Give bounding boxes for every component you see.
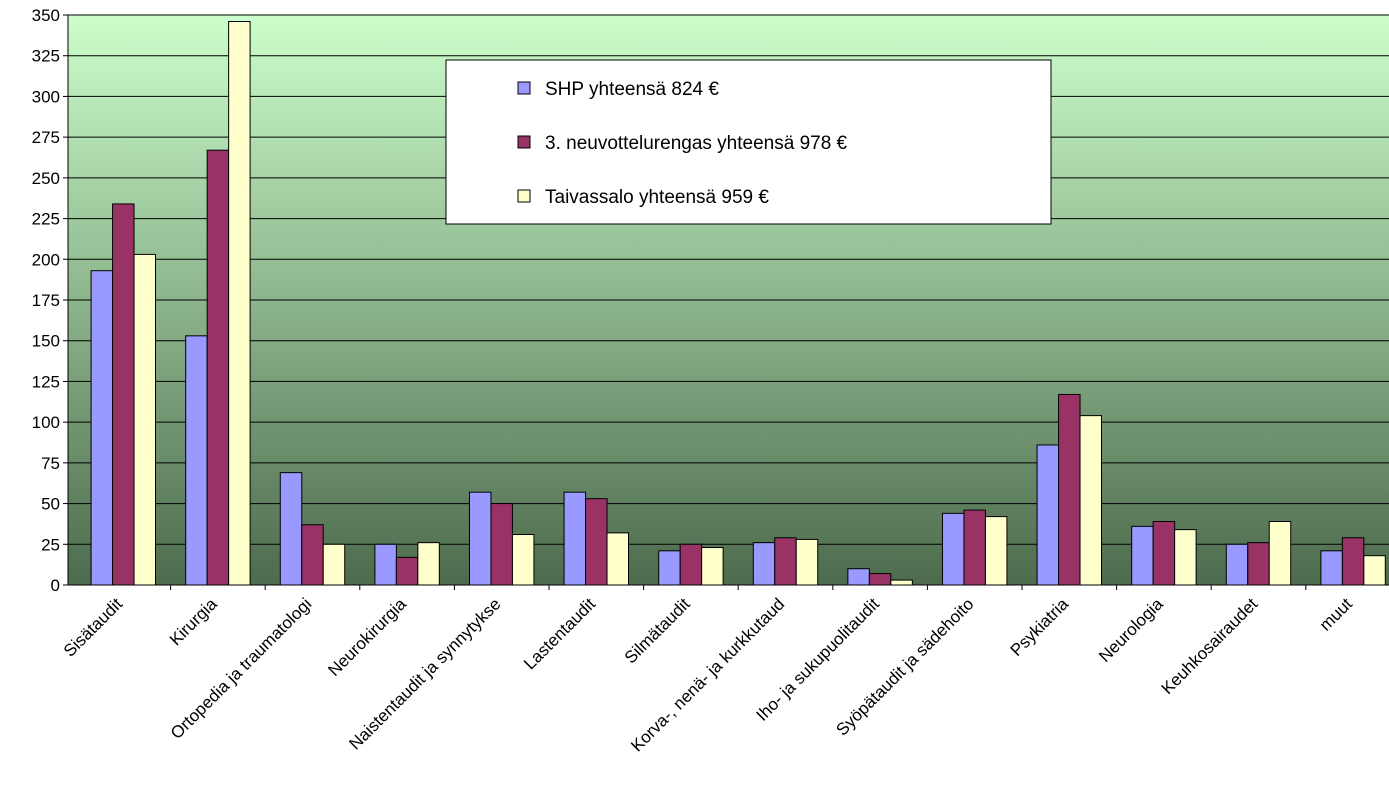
- y-tick-label: 200: [32, 250, 60, 269]
- bar: [1225, 543, 1249, 586]
- y-tick-label: 325: [32, 47, 60, 66]
- bar: [984, 516, 1008, 586]
- bar: [1320, 550, 1343, 586]
- x-tick-label: muut: [1316, 594, 1356, 634]
- bar: [490, 503, 513, 586]
- x-tick-label: Neurologia: [1095, 594, 1167, 666]
- bar: [112, 203, 135, 586]
- bar: [752, 542, 776, 586]
- legend-swatch: [517, 135, 531, 149]
- x-tick-label: Silmätaudit: [621, 594, 694, 667]
- bar: [679, 543, 703, 586]
- bar: [90, 270, 114, 586]
- legend-label: 3. neuvottelurengas yhteensä 978 €: [545, 133, 848, 154]
- y-tick-label: 225: [32, 210, 60, 229]
- bar: [185, 335, 208, 586]
- bar: [941, 512, 965, 586]
- y-tick-label: 350: [32, 6, 60, 25]
- x-tick-label: Kirurgia: [166, 594, 221, 649]
- y-tick-label: 75: [41, 454, 60, 473]
- y-tick-label: 150: [32, 332, 60, 351]
- bar: [1131, 525, 1154, 586]
- bar: [1363, 555, 1386, 586]
- bar: [963, 509, 986, 586]
- bar: [1079, 415, 1103, 586]
- bar: [395, 556, 419, 586]
- bar: [795, 538, 819, 586]
- bar: [417, 542, 440, 586]
- bar: [868, 573, 892, 586]
- bar: [301, 524, 324, 586]
- legend-label: Taivassalo yhteensä 959 €: [545, 187, 769, 208]
- x-tick-label: Keuhkosairaudet: [1158, 594, 1262, 698]
- y-tick-label: 50: [41, 495, 60, 514]
- bar: [468, 491, 492, 586]
- bar: [701, 547, 724, 586]
- bar: [133, 253, 157, 586]
- x-tick-label: Korva-, nenä- ja kurkkutaud: [627, 594, 788, 755]
- bar: [322, 543, 346, 586]
- bar: [1341, 537, 1365, 586]
- bar: [1152, 520, 1176, 586]
- bar: [658, 550, 681, 586]
- bar: [1268, 520, 1292, 586]
- bar: [585, 498, 608, 586]
- y-tick-label: 0: [51, 576, 60, 595]
- bar: [228, 21, 251, 586]
- x-tick-label: Neurokirurgia: [324, 594, 410, 680]
- legend-swatch: [517, 81, 531, 95]
- y-tick-label: 100: [32, 413, 60, 432]
- bar: [1036, 444, 1060, 586]
- y-tick-label: 175: [32, 291, 60, 310]
- y-tick-label: 250: [32, 169, 60, 188]
- y-tick-label: 125: [32, 372, 60, 391]
- bar: [206, 149, 230, 586]
- bar: [563, 491, 587, 586]
- bar: [374, 543, 397, 586]
- legend-label: SHP yhteensä 824 €: [545, 79, 719, 100]
- x-tick-label: Naistentaudit ja synnytykse: [345, 594, 504, 753]
- bar: [1247, 542, 1270, 586]
- y-tick-label: 275: [32, 128, 60, 147]
- x-tick-label: Psykiatria: [1007, 594, 1073, 660]
- y-tick-label: 25: [41, 535, 60, 554]
- legend: [445, 59, 1052, 225]
- x-tick-label: Sisätaudit: [60, 594, 126, 660]
- bar: [890, 579, 913, 586]
- bar: [1174, 529, 1197, 586]
- bar: [606, 532, 630, 586]
- bar: [1058, 393, 1081, 586]
- x-tick-label: Lastentaudit: [520, 594, 599, 673]
- bar: [774, 537, 797, 586]
- bar: [847, 568, 870, 586]
- y-tick-label: 300: [32, 87, 60, 106]
- legend-swatch: [517, 189, 531, 203]
- bar: [279, 472, 303, 586]
- bar: [511, 534, 535, 586]
